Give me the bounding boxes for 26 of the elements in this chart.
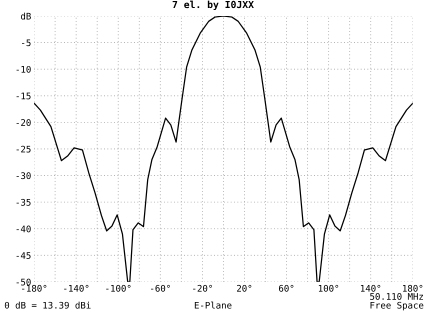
y-tick-label: -25: [16, 146, 31, 153]
y-tick-label: -10: [16, 66, 31, 73]
x-tick-label: 20°: [236, 284, 252, 292]
y-tick-label: -5: [22, 39, 31, 46]
x-tick-label: -20°: [193, 284, 212, 292]
x-tick-label: -140°: [64, 284, 88, 292]
x-tick-label: -100°: [106, 284, 131, 292]
chart-title: 7 el. by I0JXX: [172, 0, 254, 10]
x-tick-label: 140°: [360, 284, 380, 292]
y-tick-label: -20: [16, 119, 31, 126]
x-tick-label: 60°: [278, 284, 294, 292]
x-tick-label: -60°: [151, 284, 170, 292]
y-tick-label: -35: [16, 198, 31, 206]
x-axis-title: E-Plane: [194, 302, 232, 309]
x-tick-label: 100°: [318, 284, 338, 292]
x-tick-label: -180°: [22, 284, 46, 292]
text: 0 dB = 13.39 dBi: [4, 302, 91, 309]
text: 50.110 MHz Free Space: [370, 293, 424, 310]
y-tick-label: -45: [16, 252, 31, 259]
y-tick-label: -40: [16, 225, 31, 232]
y-tick-label: dB: [20, 12, 31, 20]
x-tick-label: 180°: [403, 284, 422, 292]
y-tick-label: -30: [16, 172, 31, 180]
y-tick-label: -15: [16, 92, 31, 100]
line-series: [34, 16, 413, 282]
y-tick-label: -50: [16, 278, 31, 286]
